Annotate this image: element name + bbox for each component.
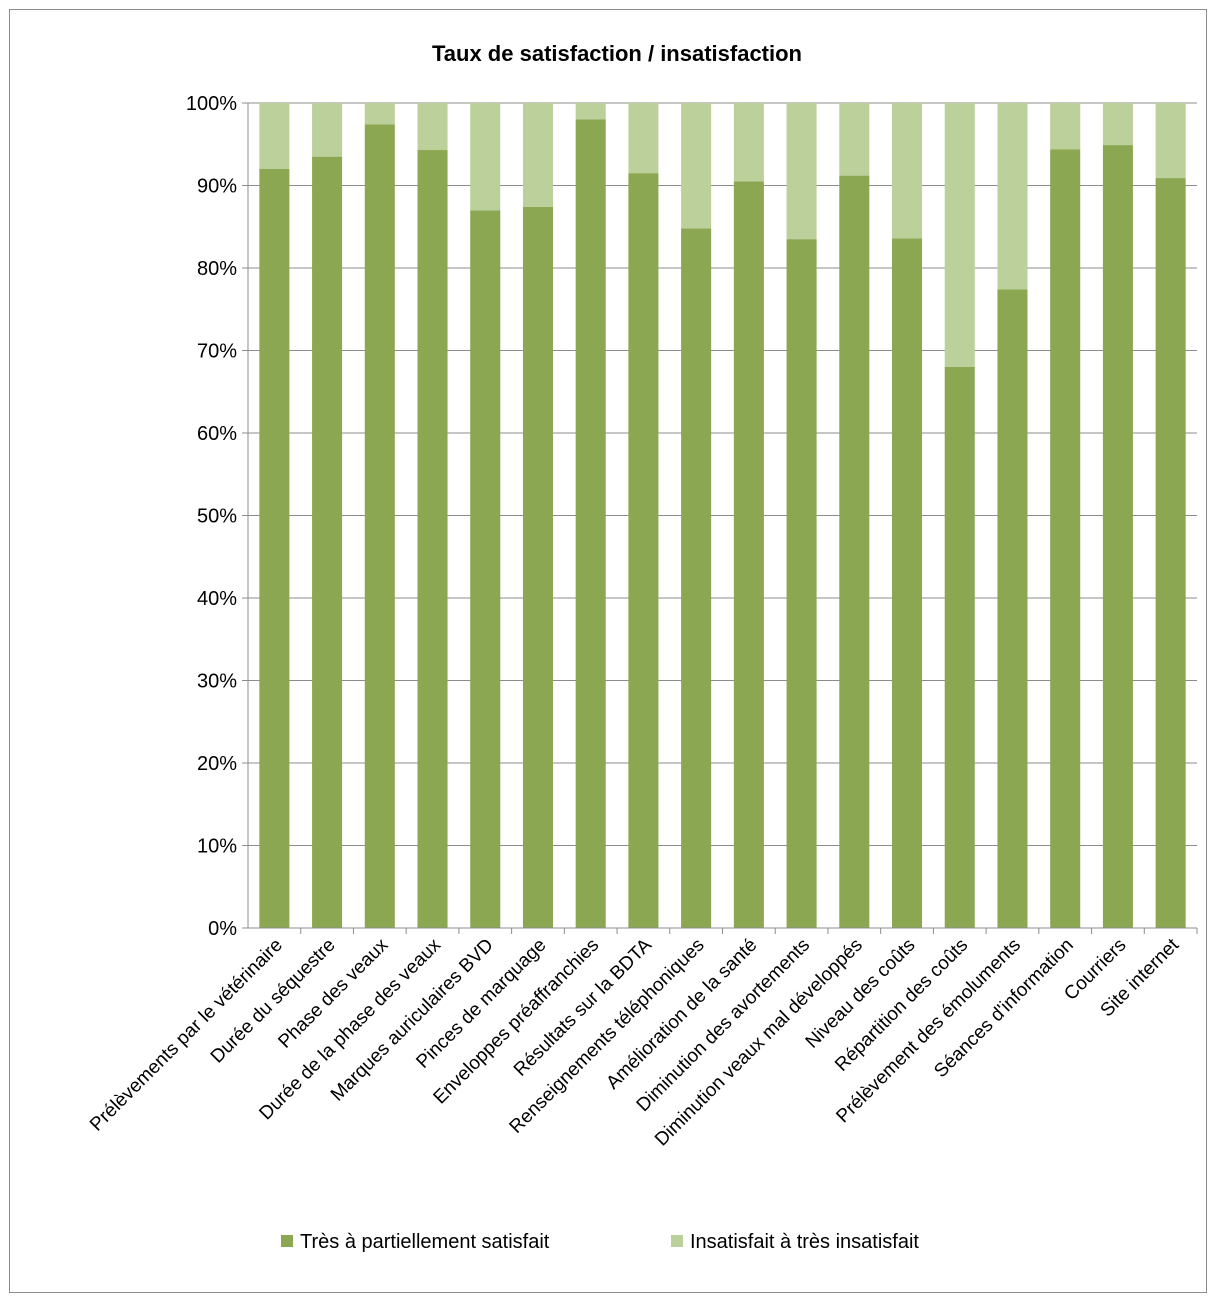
bar-segment-unsatisfied bbox=[628, 103, 659, 174]
y-tick-label: 80% bbox=[197, 258, 237, 280]
bar-segment-unsatisfied bbox=[839, 103, 870, 176]
bar-segment-satisfied bbox=[259, 169, 290, 928]
legend: Très à partiellement satisfait Insatisfai… bbox=[281, 1231, 919, 1253]
bar-segment-satisfied bbox=[628, 173, 659, 929]
bar-segment-unsatisfied bbox=[259, 103, 290, 169]
bar-segment-unsatisfied bbox=[417, 103, 448, 151]
y-tick-labels: 0% 10% 20% 30% 40% 50% 60% 70% 80% 90% 100% bbox=[186, 93, 237, 940]
bar-segment-unsatisfied bbox=[470, 103, 501, 211]
bar-segment-unsatisfied bbox=[786, 103, 817, 240]
bar-segment-satisfied bbox=[892, 238, 923, 929]
axes bbox=[247, 103, 1198, 934]
bar-segment-satisfied bbox=[522, 206, 553, 928]
bar-segment-unsatisfied bbox=[681, 103, 712, 229]
bar-segment-satisfied bbox=[681, 228, 712, 928]
legend-swatch bbox=[281, 1235, 293, 1247]
bar-segment-unsatisfied bbox=[733, 103, 764, 182]
bar-segment-satisfied bbox=[944, 367, 975, 928]
legend-label: Très à partiellement satisfait bbox=[300, 1231, 550, 1253]
bar-segment-unsatisfied bbox=[522, 103, 553, 207]
y-tick-label: 10% bbox=[197, 836, 237, 858]
bar-segment-unsatisfied bbox=[1050, 103, 1081, 150]
y-tick-label: 90% bbox=[197, 176, 237, 198]
chart-title: Taux de satisfaction / insatisfaction bbox=[432, 41, 802, 66]
bar-segment-satisfied bbox=[364, 124, 395, 928]
y-tick-label: 70% bbox=[197, 341, 237, 363]
bar-segment-unsatisfied bbox=[1102, 103, 1133, 146]
y-tick-label: 50% bbox=[197, 506, 237, 528]
x-tick-label: Prélèvements par le vétérinaire bbox=[86, 935, 287, 1136]
bar-segment-satisfied bbox=[575, 119, 606, 928]
bar-segment-unsatisfied bbox=[997, 103, 1028, 290]
bar-segment-satisfied bbox=[470, 210, 501, 928]
bar-segment-satisfied bbox=[1102, 145, 1133, 928]
bar-segment-unsatisfied bbox=[1155, 103, 1186, 179]
bars bbox=[259, 103, 1186, 929]
bar-segment-satisfied bbox=[1050, 149, 1081, 928]
bar-segment-unsatisfied bbox=[312, 103, 343, 157]
bar-segment-unsatisfied bbox=[944, 103, 975, 367]
bar-segment-satisfied bbox=[1155, 178, 1186, 928]
y-tick-label: 0% bbox=[208, 918, 237, 940]
legend-label: Insatisfait à très insatisfait bbox=[690, 1231, 919, 1253]
y-tick-label: 20% bbox=[197, 753, 237, 775]
bar-segment-satisfied bbox=[786, 239, 817, 929]
bar-segment-satisfied bbox=[997, 289, 1028, 928]
bar-segment-unsatisfied bbox=[575, 103, 606, 120]
bar-segment-satisfied bbox=[312, 156, 343, 929]
bar-segment-satisfied bbox=[839, 175, 870, 929]
bar-segment-satisfied bbox=[417, 150, 448, 928]
y-tick-label: 100% bbox=[186, 93, 237, 115]
y-tick-label: 40% bbox=[197, 588, 237, 610]
bar-segment-unsatisfied bbox=[364, 103, 395, 125]
y-tick-label: 60% bbox=[197, 423, 237, 445]
legend-swatch bbox=[671, 1235, 683, 1247]
bar-segment-satisfied bbox=[733, 181, 764, 929]
y-tick-label: 30% bbox=[197, 671, 237, 693]
bar-segment-unsatisfied bbox=[892, 103, 923, 239]
